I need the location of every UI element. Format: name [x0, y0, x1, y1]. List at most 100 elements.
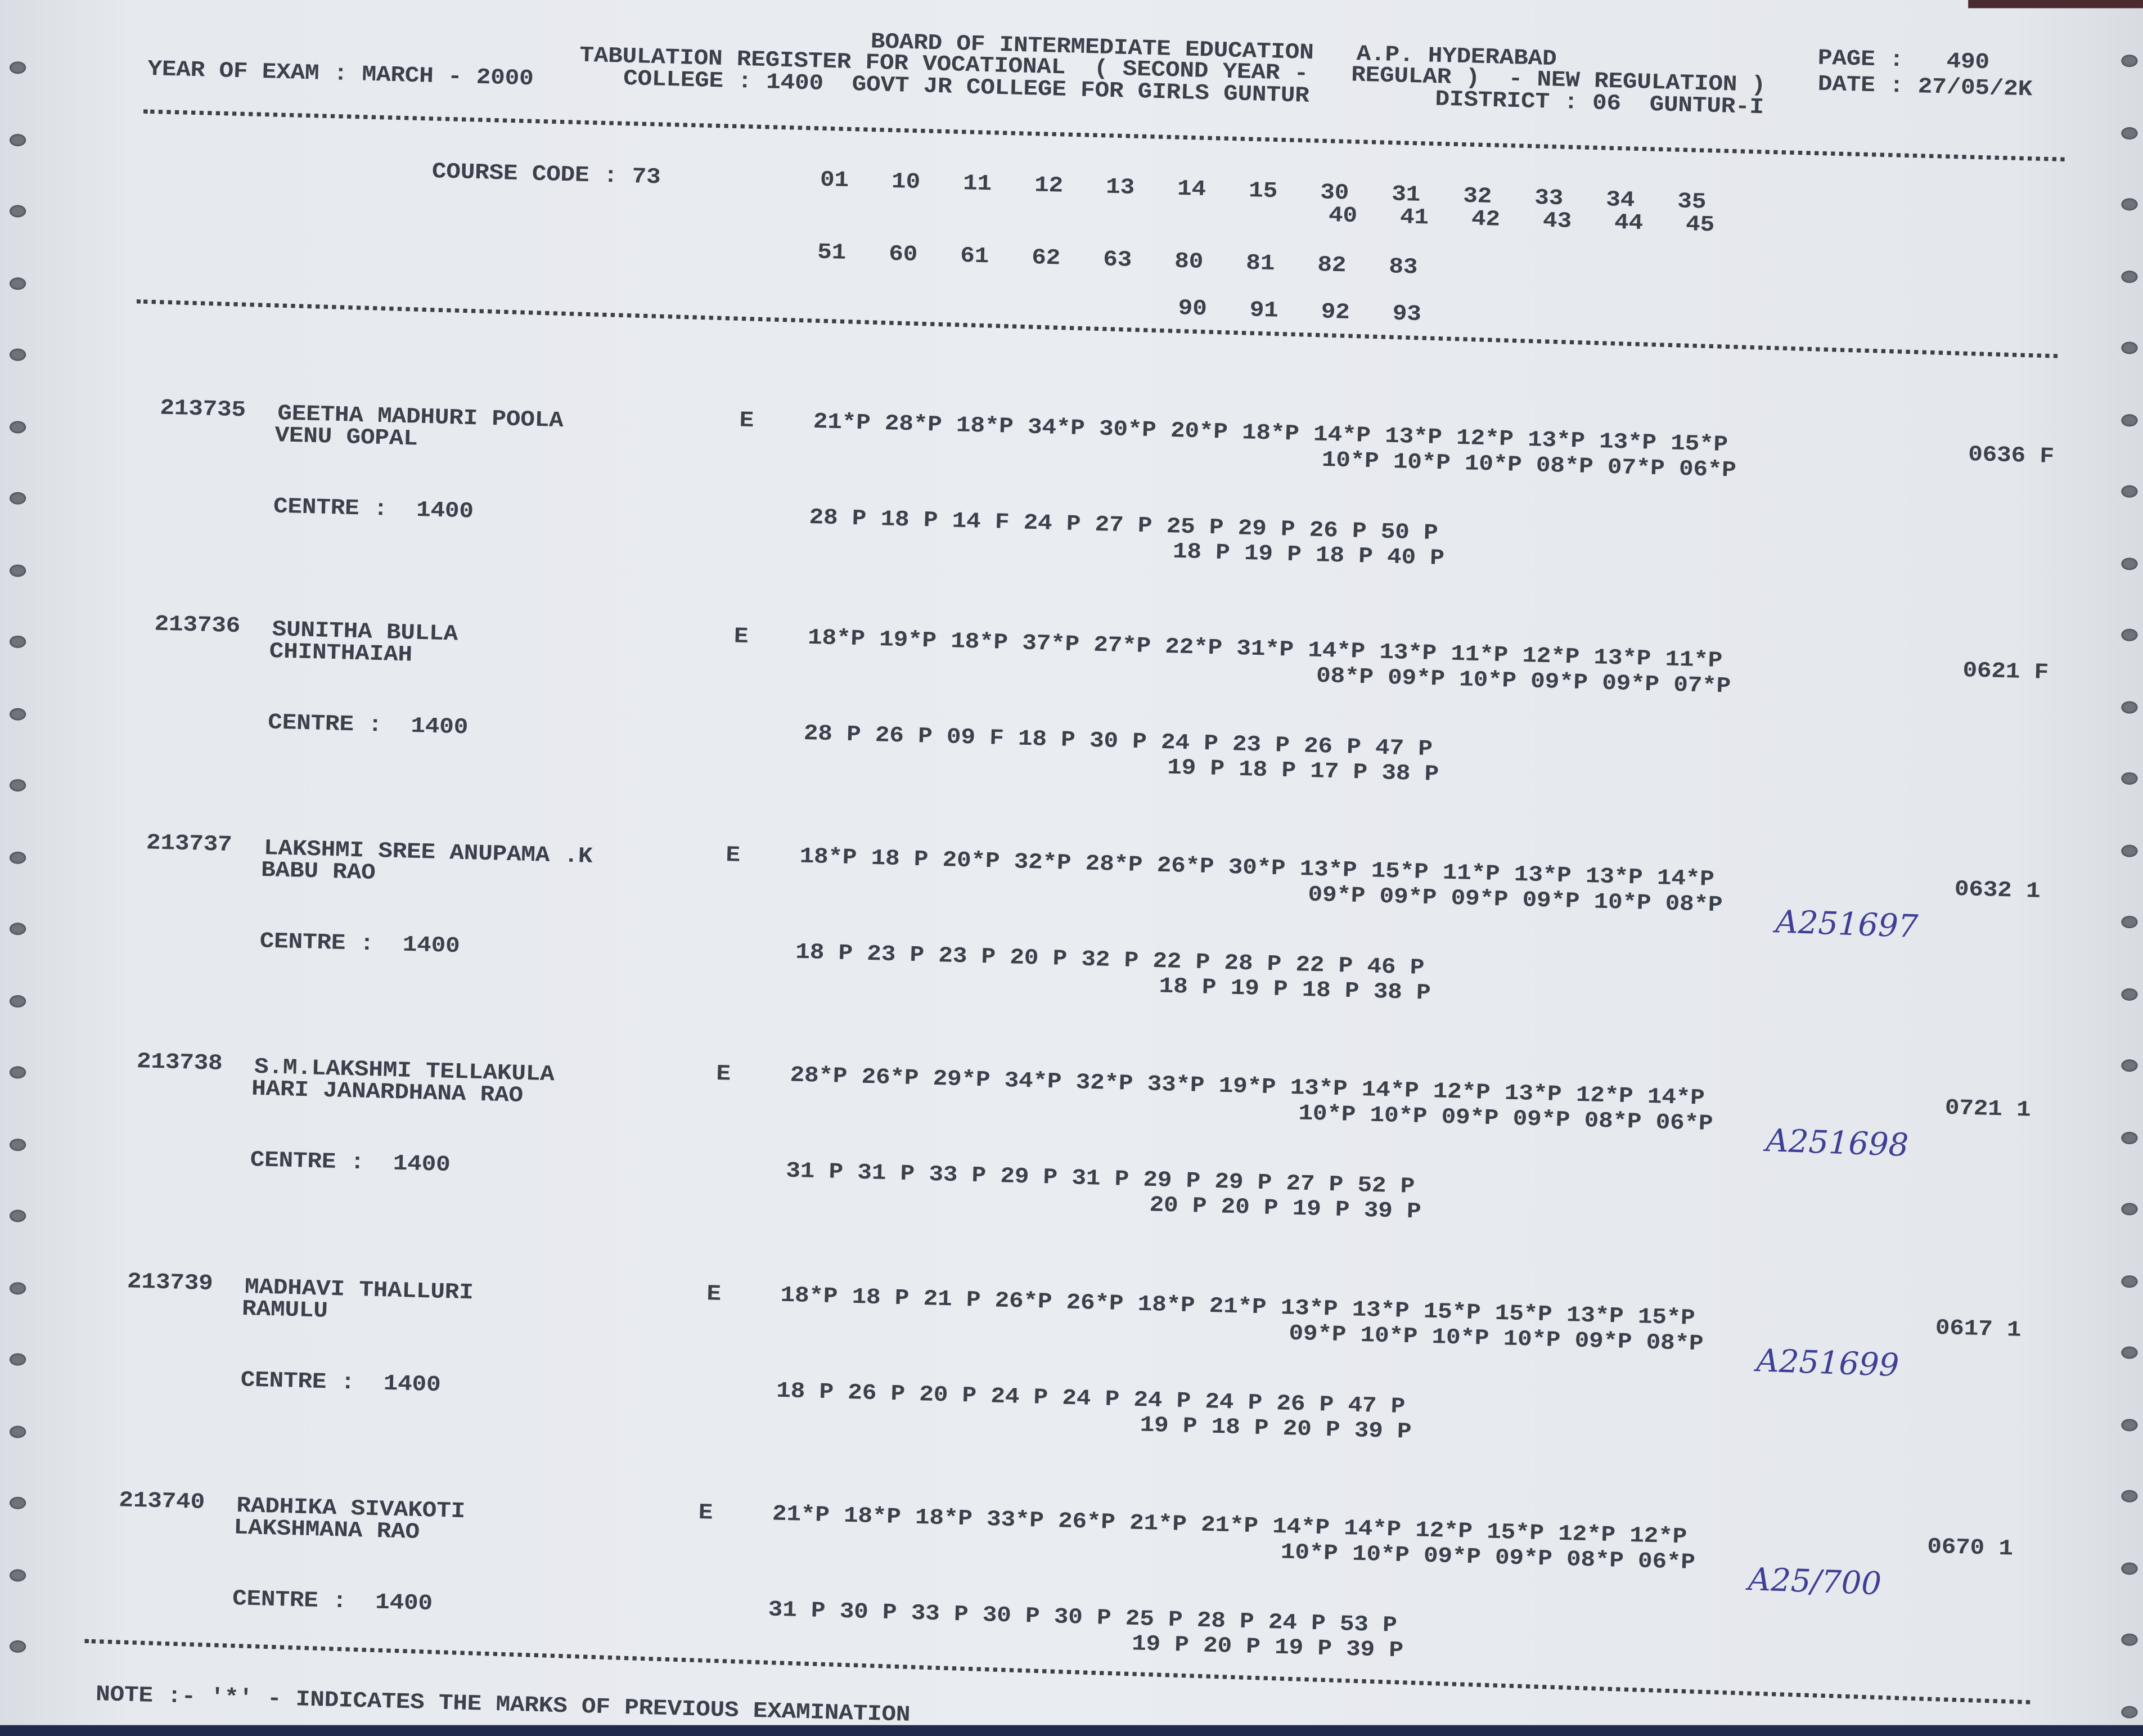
year-of-exam: YEAR OF EXAM : MARCH - 2000 — [147, 57, 534, 92]
punch-hole — [10, 1281, 26, 1294]
punch-hole — [10, 1568, 26, 1581]
marks-row-1: 21*P 28*P 18*P 34*P 30*P 20*P 18*P 14*P … — [813, 410, 1728, 458]
footer-note: NOTE :- '*' - INDICATES THE MARKS OF PRE… — [95, 1682, 911, 1729]
punch-hole — [10, 133, 26, 146]
subject-codes-row-1: 01 10 11 12 13 14 15 30 31 32 33 34 35 — [820, 168, 1707, 215]
punch-hole — [10, 779, 26, 791]
total-and-result: 0617 1 — [1935, 1316, 2022, 1344]
father-name: BABU RAO — [260, 858, 376, 887]
punch-hole — [10, 1425, 26, 1438]
punch-hole — [2121, 987, 2138, 1000]
punch-hole — [10, 61, 26, 74]
punch-hole — [2121, 844, 2138, 857]
punch-hole — [10, 1209, 26, 1222]
punch-hole — [10, 1066, 26, 1079]
punch-hole — [2121, 485, 2138, 498]
roll-number: 213737 — [146, 830, 233, 858]
marks-row-4: 19 P 18 P 20 P 39 P — [1140, 1413, 1412, 1446]
punch-hole — [2121, 269, 2138, 282]
exam-type: E — [739, 408, 754, 434]
divider — [143, 109, 2065, 161]
exam-type: E — [698, 1500, 713, 1527]
subject-codes-row-4: 90 91 92 93 — [1178, 296, 1422, 328]
handwritten-annotation: A25/700 — [1747, 1562, 1882, 1603]
punch-hole — [2121, 628, 2138, 641]
marks-row-4: 19 P 18 P 17 P 38 P — [1167, 755, 1439, 788]
divider — [136, 299, 2058, 358]
roll-number: 213736 — [154, 612, 241, 640]
total-and-result: 0636 F — [1968, 442, 2055, 470]
roll-number: 213735 — [159, 396, 246, 424]
punch-hole — [2121, 1203, 2138, 1216]
marks-row-4: 20 P 20 P 19 P 39 P — [1149, 1193, 1421, 1225]
exam-type: E — [725, 843, 741, 869]
marks-row-1: 18*P 18 P 21 P 26*P 26*P 18*P 21*P 13*P … — [780, 1283, 1696, 1332]
punch-hole — [2121, 772, 2138, 785]
centre-code: CENTRE : 1400 — [240, 1368, 441, 1398]
page-number: PAGE : 490 — [1817, 46, 1990, 76]
total-and-result: 0670 1 — [1926, 1535, 2014, 1562]
exam-type: E — [715, 1062, 731, 1087]
punch-hole — [2121, 198, 2138, 211]
punch-hole — [10, 851, 26, 863]
marks-row-3: 18 P 23 P 23 P 20 P 32 P 22 P 28 P 22 P … — [795, 940, 1425, 982]
punch-hole — [2121, 413, 2138, 426]
father-name: HARI JANARDHANA RAO — [251, 1077, 524, 1109]
punch-hole — [10, 205, 26, 218]
roll-number: 213740 — [118, 1488, 205, 1516]
marks-row-1: 28*P 26*P 29*P 34*P 32*P 33*P 19*P 13*P … — [789, 1063, 1705, 1112]
punch-hole — [10, 1496, 26, 1509]
total-and-result: 0721 1 — [1944, 1096, 2031, 1123]
marks-row-4: 18 P 19 P 18 P 40 P — [1172, 539, 1445, 572]
marks-row-3: 28 P 18 P 14 F 24 P 27 P 25 P 29 P 26 P … — [808, 505, 1438, 547]
punch-hole — [10, 1137, 26, 1150]
handwritten-annotation: A251698 — [1765, 1123, 1910, 1164]
punch-hole — [2121, 700, 2138, 713]
punch-hole — [10, 923, 26, 936]
punch-hole — [2121, 1346, 2138, 1359]
punch-hole — [2121, 1131, 2138, 1144]
marks-row-4: 18 P 19 P 18 P 38 P — [1159, 974, 1431, 1007]
background-edge — [1968, 0, 2143, 8]
punch-hole — [10, 348, 26, 361]
punch-hole — [2121, 916, 2138, 928]
centre-code: CENTRE : 1400 — [232, 1586, 433, 1617]
punch-hole — [2121, 341, 2138, 354]
punch-hole — [2121, 1705, 2138, 1718]
handwritten-annotation: A251699 — [1755, 1343, 1900, 1384]
background-edge — [0, 1725, 2143, 1736]
punch-hole — [2121, 1562, 2138, 1575]
roll-number: 213739 — [127, 1269, 213, 1297]
total-and-result: 0632 1 — [1954, 877, 2041, 905]
punch-hole — [10, 420, 26, 433]
punch-hole — [2121, 126, 2138, 139]
punch-hole — [10, 277, 26, 289]
course-code: COURSE CODE : 73 — [431, 159, 661, 191]
punch-hole — [2121, 55, 2138, 68]
marks-row-4: 19 P 20 P 19 P 39 P — [1131, 1631, 1404, 1664]
centre-code: CENTRE : 1400 — [250, 1148, 451, 1179]
punch-hole — [2121, 557, 2138, 570]
punch-hole — [10, 635, 26, 648]
roll-number: 213738 — [136, 1049, 223, 1077]
exam-type: E — [733, 624, 749, 650]
punch-hole — [2121, 1059, 2138, 1072]
punch-hole — [10, 1640, 26, 1653]
punch-hole — [10, 707, 26, 720]
marks-row-1: 21*P 18*P 18*P 33*P 26*P 21*P 21*P 14*P … — [772, 1502, 1687, 1550]
punch-hole — [2121, 1274, 2138, 1287]
marks-row-3: 31 P 31 P 33 P 29 P 31 P 29 P 29 P 27 P … — [785, 1159, 1415, 1200]
centre-code: CENTRE : 1400 — [259, 929, 460, 960]
punch-hole — [10, 564, 26, 577]
exam-type: E — [706, 1281, 722, 1308]
handwritten-annotation: A251697 — [1775, 905, 1919, 946]
marks-row-1: 18*P 19*P 18*P 37*P 27*P 22*P 31*P 14*P … — [807, 626, 1723, 674]
father-name: RAMULU — [241, 1297, 328, 1325]
punch-hole — [10, 994, 26, 1007]
print-date: DATE : 27/05/2K — [1817, 72, 2033, 103]
subject-codes-row-3: 51 60 61 62 63 80 81 82 83 — [817, 240, 1418, 281]
punch-hole — [10, 1353, 26, 1366]
centre-code: CENTRE : 1400 — [267, 710, 469, 741]
father-name: VENU GOPAL — [274, 423, 418, 452]
